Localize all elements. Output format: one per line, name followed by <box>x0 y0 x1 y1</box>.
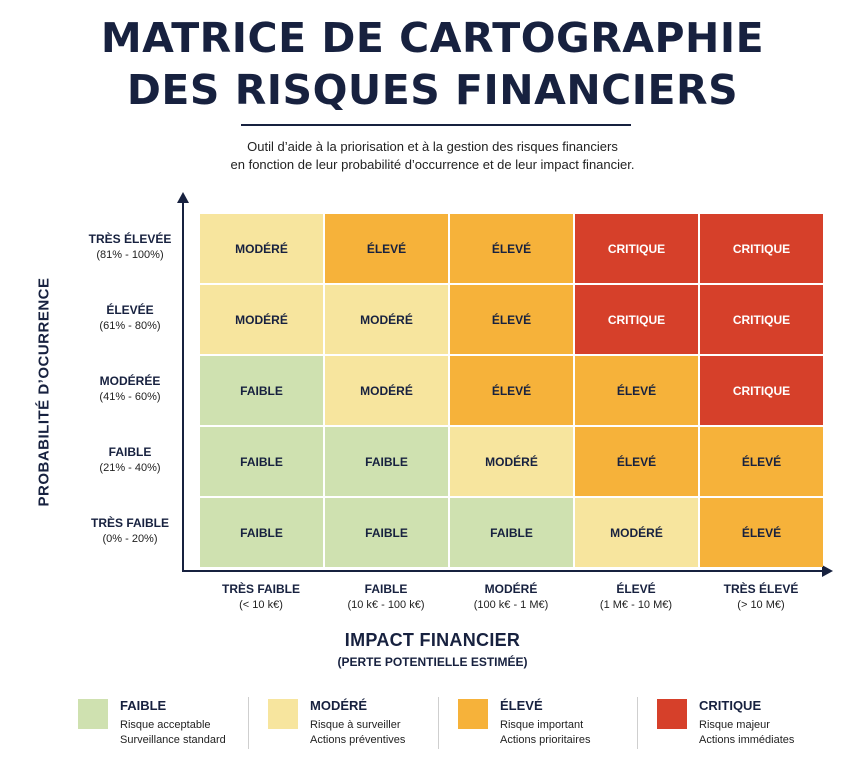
column-label-range: (> 10 M€) <box>737 599 785 611</box>
column-label-name: FAIBLE <box>364 582 408 596</box>
x-axis-subtitle: (PERTE POTENTIELLE ESTIMÉE) <box>337 655 528 669</box>
legend-swatch <box>657 699 687 729</box>
legend-text: CRITIQUE Risque majeur Actions immédiates <box>699 697 849 748</box>
row-label: FAIBLE (21% - 40%) <box>80 444 180 476</box>
row-label: TRÈS FAIBLE (0% - 20%) <box>80 515 180 547</box>
legend-line: Risque acceptable <box>120 719 211 731</box>
legend-text: MODÉRÉ Risque à surveiller Actions prévent… <box>310 697 460 748</box>
y-axis-line <box>182 200 184 572</box>
matrix-cell: ÉLEVÉ <box>325 214 448 283</box>
column-label-range: (1 M€ - 10 M€) <box>599 599 673 611</box>
page-title-line-1: MATRICE DE CARTOGRAPHIE <box>100 14 765 62</box>
column-label-name: TRÈS FAIBLE <box>221 582 300 596</box>
column-label: MODÉRÉ (100 k€ - 1 M€) <box>449 581 573 613</box>
matrix-cell: MODÉRÉ <box>450 427 573 496</box>
column-label: ÉLEVÉ (1 M€ - 10 M€) <box>574 581 698 613</box>
legend-title: FAIBLE <box>120 698 167 713</box>
matrix-cell: MODÉRÉ <box>200 285 323 354</box>
column-label: TRÈS FAIBLE (< 10 k€) <box>199 581 323 613</box>
legend-line: Actions prioritaires <box>500 734 591 746</box>
row-label-name: MODÉRÉE <box>99 374 161 388</box>
page-title-line-2: DES RISQUES FINANCIERS <box>126 66 739 114</box>
legend-divider <box>248 697 249 749</box>
row-label: MODÉRÉE (41% - 60%) <box>80 373 180 405</box>
row-label-range: (81% - 100%) <box>96 249 164 261</box>
subtitle-line-2: en fonction de leur probabilité d’occurr… <box>230 157 635 172</box>
row-label-range: (0% - 20%) <box>102 533 158 545</box>
matrix-cell: ÉLEVÉ <box>700 427 823 496</box>
x-axis-title: IMPACT FINANCIER <box>344 630 521 650</box>
legend-line: Surveillance standard <box>120 734 226 746</box>
legend-text: ÉLEVÉ Risque important Actions prioritaire… <box>500 697 650 748</box>
legend-divider <box>637 697 638 749</box>
legend-title: MODÉRÉ <box>310 698 368 713</box>
column-label-range: (100 k€ - 1 M€) <box>473 599 549 611</box>
matrix-cell: CRITIQUE <box>700 356 823 425</box>
legend-line: Actions préventives <box>310 734 406 746</box>
column-label-range: (< 10 k€) <box>239 599 283 611</box>
legend-title: ÉLEVÉ <box>500 698 543 713</box>
matrix-cell: MODÉRÉ <box>325 285 448 354</box>
matrix-cell: CRITIQUE <box>700 214 823 283</box>
matrix-cell: FAIBLE <box>450 498 573 567</box>
row-label-range: (41% - 60%) <box>99 391 161 403</box>
legend-swatch <box>268 699 298 729</box>
matrix-cell: MODÉRÉ <box>325 356 448 425</box>
row-label-range: (21% - 40%) <box>99 462 161 474</box>
matrix-cell: ÉLEVÉ <box>575 356 698 425</box>
x-axis-line <box>182 570 822 572</box>
matrix-cell: ÉLEVÉ <box>700 498 823 567</box>
subtitle-line-1: Outil d’aide à la priorisation et à la g… <box>247 139 618 154</box>
matrix-cell: FAIBLE <box>200 356 323 425</box>
row-label: ÉLEVÉE (61% - 80%) <box>80 302 180 334</box>
column-label-name: ÉLEVÉ <box>616 582 656 596</box>
row-label: TRÈS ÉLEVÉE (81% - 100%) <box>80 231 180 263</box>
legend-title: CRITIQUE <box>699 698 762 713</box>
title-underline <box>241 124 631 126</box>
row-label-name: ÉLEVÉE <box>106 303 154 317</box>
matrix-cell: CRITIQUE <box>575 214 698 283</box>
matrix-cell: FAIBLE <box>325 427 448 496</box>
column-label: FAIBLE (10 k€ - 100 k€) <box>324 581 448 613</box>
matrix-cell: CRITIQUE <box>700 285 823 354</box>
row-label-range: (61% - 80%) <box>99 320 161 332</box>
legend-line: Risque à surveiller <box>310 719 401 731</box>
matrix-cell: ÉLEVÉ <box>575 427 698 496</box>
column-label-name: TRÈS ÉLEVÉ <box>723 582 799 596</box>
row-label-name: TRÈS ÉLEVÉE <box>88 232 172 246</box>
matrix-cell: FAIBLE <box>325 498 448 567</box>
legend-swatch <box>458 699 488 729</box>
matrix-cell: MODÉRÉ <box>575 498 698 567</box>
y-axis-title: PROBABILITÉ D’OCURRENCE <box>35 277 53 507</box>
legend-line: Risque important <box>500 719 584 731</box>
legend-text: FAIBLE Risque acceptable Surveillance stan… <box>120 697 270 748</box>
matrix-cell: ÉLEVÉ <box>450 356 573 425</box>
legend-swatch <box>78 699 108 729</box>
row-label-name: FAIBLE <box>108 445 152 459</box>
legend-line: Actions immédiates <box>699 734 795 746</box>
matrix-cell: FAIBLE <box>200 498 323 567</box>
y-axis-arrow-icon <box>177 192 189 203</box>
matrix-cell: CRITIQUE <box>575 285 698 354</box>
column-label-range: (10 k€ - 100 k€) <box>347 599 425 611</box>
matrix-cell: FAIBLE <box>200 427 323 496</box>
legend-divider <box>438 697 439 749</box>
matrix-cell: ÉLEVÉ <box>450 214 573 283</box>
column-label: TRÈS ÉLEVÉ (> 10 M€) <box>699 581 823 613</box>
matrix-cell: ÉLEVÉ <box>450 285 573 354</box>
x-axis-arrow-icon <box>822 565 833 577</box>
row-label-name: TRÈS FAIBLE <box>90 516 169 530</box>
matrix-cell: MODÉRÉ <box>200 214 323 283</box>
column-label-name: MODÉRÉ <box>484 582 538 596</box>
legend-line: Risque majeur <box>699 719 770 731</box>
